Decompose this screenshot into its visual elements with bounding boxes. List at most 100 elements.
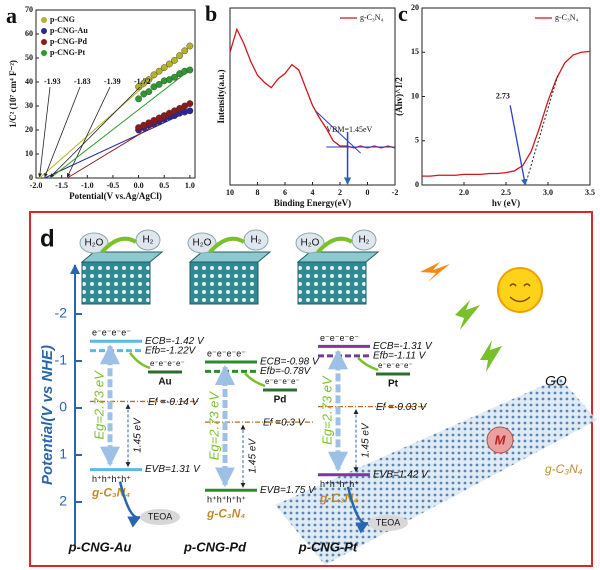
y-tick-label: 0 [29, 173, 33, 182]
go-sheet [275, 378, 597, 565]
x-tick-label: 0.0 [134, 181, 144, 190]
x-axis-label: Binding Energy(eV) [274, 198, 351, 208]
molecule-bubble [295, 232, 325, 254]
electrons: e⁻e⁻e⁻e⁻ [320, 333, 359, 343]
point [181, 47, 189, 55]
metal-electrons: e⁻e⁻e⁻e⁻ [150, 359, 185, 368]
y-tick-label: 30 [25, 101, 33, 110]
legend-label: p-CNG-Au [50, 26, 88, 35]
intercept-label: -1.93 [44, 77, 61, 86]
catalyst-cube [81, 261, 151, 305]
y-tick-label: 60 [25, 29, 33, 38]
cb-label: ECB=-0.98 V [260, 357, 320, 368]
x-tick-label: 4 [311, 188, 315, 197]
holes: h⁺h⁺h⁺h⁺ [207, 495, 246, 505]
y-tick-label: 40 [25, 77, 33, 86]
donor-label: TEOA [148, 511, 173, 521]
fermi-label: Ef =0.3 V [263, 418, 306, 429]
y-tick-label: 2 [59, 493, 67, 509]
x-tick-label: -2 [392, 188, 399, 197]
fermi-label: Ef =-0.14 V [148, 397, 200, 408]
intercept-label: -1.72 [134, 77, 151, 86]
y-tick-label: 20 [25, 125, 33, 134]
fb-label: Efb=-0.78V [260, 366, 312, 377]
point [155, 67, 163, 75]
plot-frame [229, 7, 396, 186]
lightning [455, 300, 480, 330]
h2o-label: H₂O [85, 238, 104, 249]
y-axis-label: Intensity(a.u.) [216, 69, 226, 123]
vb-label: EVB=1.75 V [260, 485, 316, 496]
fermi-label: Ef =-0.03 V [376, 402, 428, 413]
point [176, 52, 184, 59]
point [150, 71, 158, 79]
x-tick-label: 3.0 [543, 188, 553, 197]
holes: h⁺h⁺h⁺h⁺ [320, 479, 359, 489]
y-axis-label: 1/C² (10⁷ cm⁴ F⁻²) [8, 60, 18, 128]
material-label: g-C₃N₄ [91, 486, 130, 500]
plot-frame [35, 9, 196, 179]
edge-arrow [509, 105, 528, 186]
x-tick-label: 8 [256, 188, 260, 197]
gap-label: Eg=2.73 eV [91, 370, 106, 440]
y-tick-label: 20 [411, 3, 419, 12]
intercept-arrow [38, 86, 51, 178]
metal-label: Pd [274, 395, 287, 406]
metal-label: Pt [388, 379, 399, 390]
reaction-arrow [208, 236, 246, 254]
legend-marker [41, 50, 47, 56]
point [171, 57, 178, 64]
y-tick-label: 50 [25, 53, 33, 62]
y-tick-label: -2 [55, 305, 68, 321]
legend-label: p-CNG-Pd [50, 37, 87, 46]
x-tick-label: 6 [283, 188, 287, 197]
panel-border [29, 211, 593, 567]
line [229, 27, 396, 149]
ef-vb-label: 1.45 eV [133, 417, 144, 453]
vb-label: EVB=1.31 V [145, 464, 201, 475]
panel-letter: d [40, 225, 55, 252]
donor-bubble [140, 509, 180, 525]
h2-label: H₂ [250, 235, 261, 246]
ef-vb-label: 1.45 eV [248, 438, 259, 474]
point [145, 88, 153, 96]
h2-label: H₂ [358, 235, 369, 246]
donor-arrow [118, 481, 142, 528]
y-tick-label: 10 [25, 149, 33, 158]
x-tick-label: 2.0 [459, 188, 469, 197]
gap-label: Eg=2.73 eV [206, 391, 221, 461]
vb-label: EVB=1.42 V [373, 469, 429, 480]
lightning [480, 340, 502, 372]
x-axis-label: Potential(V vs.Ag/AgCl) [69, 191, 162, 201]
sun-face [509, 283, 531, 303]
go-label: GO [545, 373, 567, 389]
legend-marker [41, 39, 47, 45]
reaction-arrow [100, 236, 138, 254]
sheet-label: g-C₃N₄ [545, 462, 583, 476]
line [422, 50, 591, 177]
group-name: p-CNG-Au [68, 539, 132, 554]
panel-letter: c [398, 1, 408, 26]
donor-label: TEOA [376, 517, 401, 527]
edge-label: 2.73 [496, 91, 510, 100]
legend-marker [41, 28, 47, 34]
y-tick-label: 70 [25, 5, 33, 14]
point [135, 83, 142, 91]
donor-arrow [346, 486, 370, 534]
gap-label: Eg=2.73 eV [319, 375, 334, 445]
holes: h⁺h⁺h⁺h⁺ [92, 474, 131, 484]
legend-label: p-CNG [50, 15, 75, 24]
transfer-arrow [244, 372, 266, 388]
electrons: e⁻e⁻e⁻e⁻ [92, 328, 131, 338]
fb-label: Efb=-1.11 V [373, 350, 427, 361]
point [186, 66, 194, 74]
tangent [524, 74, 559, 186]
molecule-bubble [79, 232, 109, 254]
point [186, 100, 194, 108]
x-axis-label: hv (eV) [492, 198, 520, 208]
intercept-label: -1.83 [74, 77, 91, 86]
y-tick-label: -1 [55, 352, 68, 368]
cb-label: ECB=-1.31 V [373, 341, 433, 352]
